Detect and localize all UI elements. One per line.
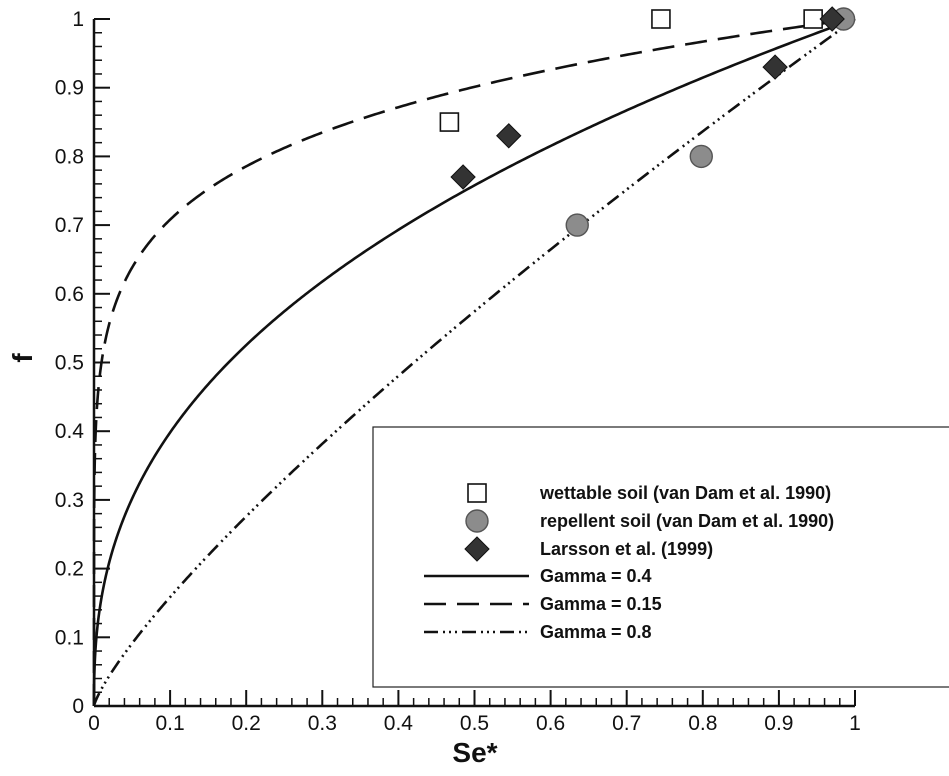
x-tick-label: 0.8 xyxy=(688,712,717,735)
legend-label-line-3: Gamma = 0.8 xyxy=(540,622,652,642)
x-axis-title: Se* xyxy=(452,737,497,768)
y-tick-label: 0.2 xyxy=(55,558,84,581)
data-point-series-3 xyxy=(450,164,476,190)
y-axis-title: f xyxy=(7,353,38,363)
x-tick-label: 0.7 xyxy=(612,712,641,735)
x-tick-label: 0.4 xyxy=(384,712,414,735)
data-point-series-1 xyxy=(651,9,671,29)
y-tick-label: 0.9 xyxy=(55,77,84,100)
points-layer xyxy=(439,6,856,237)
data-point-series-3 xyxy=(819,6,845,32)
curves-layer xyxy=(92,17,856,707)
series-line-1 xyxy=(92,17,856,706)
y-tick-label: 0 xyxy=(72,695,84,718)
data-point-series-3 xyxy=(496,123,522,149)
data-point-series-3 xyxy=(762,54,788,80)
ticks-layer: 0 0.1 0.2 0.3 0.4 0.5 0.6 0.7 0.8 0.9 1 0 0.1 0.2 0.3 0… xyxy=(55,8,861,735)
x-tick-label: 0.3 xyxy=(308,712,337,735)
y-tick-label: 0.1 xyxy=(55,626,84,649)
x-tick-label: 0.5 xyxy=(460,712,489,735)
x-tick-label: 0.9 xyxy=(764,712,793,735)
legend-symbol-2 xyxy=(465,509,489,533)
x-tick-label: 0.2 xyxy=(232,712,261,735)
data-point-series-1 xyxy=(803,9,823,29)
y-tick-label: 0.5 xyxy=(55,352,84,375)
data-point-series-2 xyxy=(689,144,713,169)
series-line-3 xyxy=(92,17,856,707)
legend-label-2: repellent soil (van Dam et al. 1990) xyxy=(540,511,834,531)
legend-box xyxy=(372,426,949,688)
data-point-series-1 xyxy=(439,112,460,132)
y-tick-label: 0.6 xyxy=(55,283,84,306)
legend-label-line-1: Gamma = 0.4 xyxy=(540,566,652,586)
x-tick-label: 0.6 xyxy=(536,712,565,735)
legend-label-1: wettable soil (van Dam et al. 1990) xyxy=(539,483,831,503)
legend-label-line-2: Gamma = 0.15 xyxy=(540,594,662,614)
y-tick-label: 0.4 xyxy=(55,420,85,443)
data-point-series-2 xyxy=(565,213,589,237)
y-tick-label: 1 xyxy=(72,8,84,31)
legend: wettable soil (van Dam et al. 1990) repel… xyxy=(372,426,949,688)
legend-symbol-1 xyxy=(467,483,487,503)
legend-label-3: Larsson et al. (1999) xyxy=(540,539,713,559)
legend-symbol-3 xyxy=(464,536,490,562)
y-tick-label: 0.7 xyxy=(55,214,84,237)
x-tick-label: 1 xyxy=(849,712,861,735)
y-tick-label: 0.3 xyxy=(55,489,84,512)
x-tick-label: 0 xyxy=(88,712,100,735)
y-tick-label: 0.8 xyxy=(55,145,84,168)
x-tick-label: 0.1 xyxy=(155,712,184,735)
series-line-2 xyxy=(92,17,856,706)
